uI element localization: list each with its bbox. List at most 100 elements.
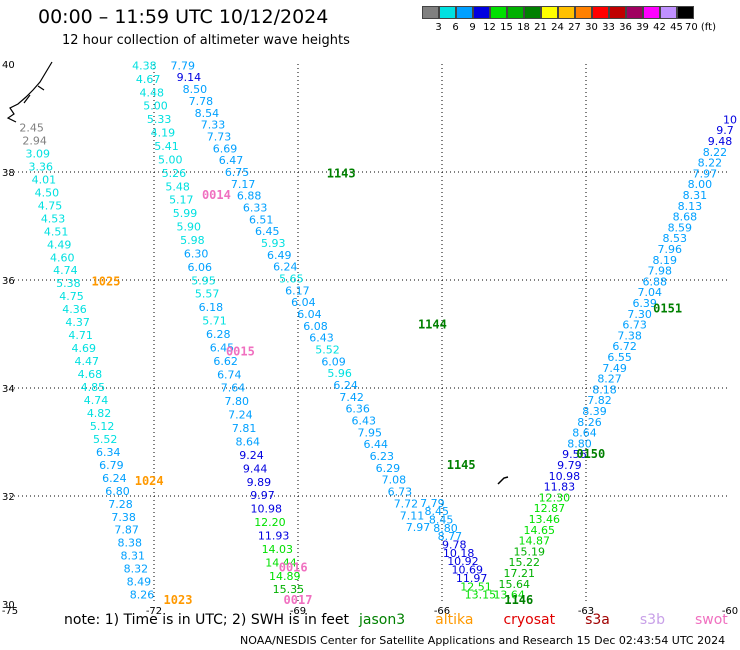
wave-height-label: 9.24: [239, 449, 264, 462]
wave-height-label: 6.29: [376, 462, 401, 475]
page-title: 00:00 – 11:59 UTC 10/12/2024: [38, 6, 329, 28]
wave-height-label: 5.41: [154, 140, 179, 153]
wave-height-label: 4.49: [47, 238, 72, 251]
wave-height-label: 6.30: [184, 247, 209, 260]
color-scale-label: 6: [452, 22, 459, 33]
wave-height-label: 7.17: [231, 178, 256, 191]
wave-height-label: 8.22: [703, 146, 728, 159]
y-tick-label: 34: [2, 384, 15, 395]
color-swatch: [592, 6, 609, 19]
pass-id-label: 1143: [327, 166, 356, 180]
wave-height-label: 12.51: [460, 580, 492, 593]
wave-height-label: 7.28: [108, 498, 133, 511]
pass-id-label: 0150: [576, 447, 605, 461]
color-swatch: [490, 6, 507, 19]
wave-height-label: 7.11: [400, 509, 425, 522]
wave-height-label: 14.65: [524, 524, 556, 537]
wave-height-label: 8.31: [683, 189, 708, 202]
pass-id-label: 1023: [164, 593, 193, 607]
wave-height-label: 4.51: [44, 225, 69, 238]
wave-height-label: 12.20: [254, 516, 286, 529]
color-scale-label: 30: [585, 22, 598, 33]
wave-height-label: 5.99: [173, 207, 198, 220]
wave-height-label: 4.19: [151, 127, 176, 140]
color-scale-label: 70 (ft): [685, 22, 716, 33]
wave-height-label: 7.80: [224, 395, 249, 408]
wave-height-label: 6.33: [243, 201, 268, 214]
color-swatch: [575, 6, 592, 19]
wave-height-label: 7.95: [358, 426, 383, 439]
wave-height-label: 8.38: [117, 537, 142, 550]
wave-height-label: 6.28: [206, 328, 231, 341]
wave-height-label: 6.04: [291, 296, 316, 309]
wave-height-label: 8.26: [130, 589, 155, 602]
wave-height-label: 6.73: [388, 486, 413, 499]
wave-height-label: 6.34: [96, 446, 121, 459]
color-swatch: [541, 6, 558, 19]
wave-height-label: 7.73: [207, 130, 232, 143]
wave-height-label: 7.98: [647, 265, 672, 278]
wave-height-label: 6.24: [102, 472, 127, 485]
wave-height-label: 4.71: [68, 329, 93, 342]
wave-height-label: 9.44: [243, 462, 268, 475]
wave-height-label: 7.79: [420, 497, 445, 510]
color-scale-label: 9: [469, 22, 476, 33]
color-swatch: [558, 6, 575, 19]
wave-height-label: 6.36: [345, 403, 370, 416]
wave-height-label: 6.06: [188, 261, 213, 274]
pass-id-label: 0016: [279, 561, 308, 575]
wave-height-label: 6.51: [249, 213, 274, 226]
wave-height-label: 6.80: [105, 485, 130, 498]
wave-height-label: 6.62: [213, 355, 238, 368]
color-swatch: [507, 6, 524, 19]
wave-height-label: 5.95: [191, 274, 216, 287]
wave-height-label: 7.24: [228, 409, 253, 422]
wave-height-label: 6.72: [612, 340, 637, 353]
pass-id-label: 1025: [92, 274, 121, 288]
satellite-legend-jason3: jason3: [359, 612, 406, 628]
wave-height-label: 7.38: [111, 511, 136, 524]
wave-height-label: 9.14: [177, 71, 202, 84]
pass-id-label: 0017: [284, 593, 313, 607]
wave-height-label: 7.79: [171, 59, 196, 72]
wave-height-label: 4.38: [132, 59, 157, 72]
wave-height-label: 6.43: [351, 415, 376, 428]
color-swatch: [439, 6, 456, 19]
wave-height-label: 14.03: [262, 543, 294, 556]
wave-height-label: 6.49: [267, 249, 292, 262]
wave-height-label: 7.97: [406, 521, 431, 534]
wave-height-label: 5.93: [261, 237, 286, 250]
wave-height-label: 5.65: [279, 272, 304, 285]
wave-height-label: 4.60: [50, 251, 75, 264]
wave-height-label: 8.22: [698, 157, 723, 170]
wave-height-label: 4.67: [136, 73, 161, 86]
wave-height-label: 10.69: [452, 564, 484, 577]
wave-height-label: 8.31: [121, 550, 146, 563]
color-scale-label: 24: [551, 22, 564, 33]
wave-height-label: 8.49: [127, 576, 152, 589]
color-swatch: [660, 6, 677, 19]
color-scale-label: 39: [636, 22, 649, 33]
wave-height-label: 6.09: [321, 355, 346, 368]
wave-height-label: 3.36: [29, 160, 54, 173]
wave-height-label: 4.69: [71, 342, 96, 355]
wave-height-label: 10.92: [447, 555, 479, 568]
wave-height-label: 8.77: [438, 530, 463, 543]
wave-height-label: 6.24: [273, 261, 298, 274]
color-swatch: [422, 6, 439, 19]
satellite-legend-s3a: s3a: [585, 612, 610, 628]
wave-height-label: 4.50: [35, 186, 60, 199]
color-scale-label: 18: [517, 22, 530, 33]
wave-height-label: 4.01: [32, 173, 57, 186]
wave-height-label: 8.13: [678, 200, 703, 213]
color-scale-label: 45: [670, 22, 683, 33]
pass-id-label: 1145: [447, 458, 476, 472]
wave-height-label: 11.97: [456, 572, 488, 585]
island-outline: [497, 476, 509, 485]
wave-height-label: 5.26: [162, 167, 187, 180]
wave-height-label: 2.45: [19, 122, 44, 135]
wave-height-label: 11.93: [258, 529, 290, 542]
color-scale-label: 42: [653, 22, 666, 33]
wave-height-label: 8.53: [663, 232, 688, 245]
wave-height-label: 5.48: [165, 180, 190, 193]
